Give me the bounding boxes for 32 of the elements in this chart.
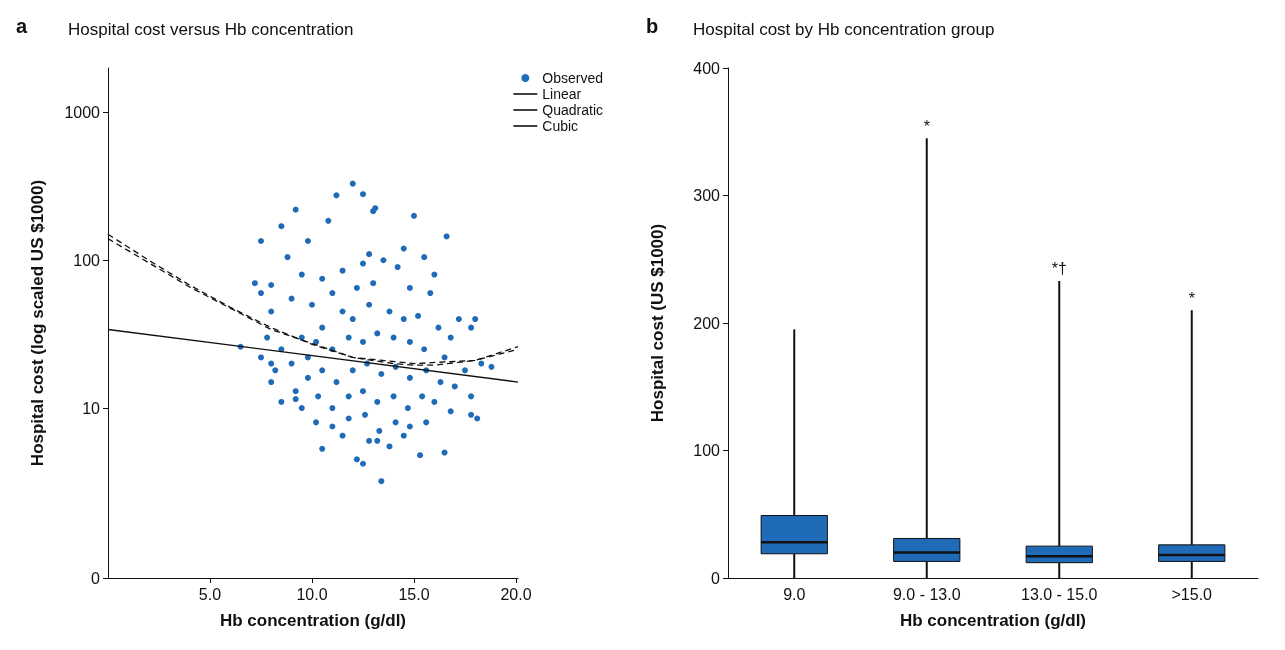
text: a: [16, 15, 28, 37]
x-tick-label: 10.0: [296, 585, 328, 603]
chart-title: Hospital cost versus Hb concentration: [68, 20, 354, 39]
x-tick-label: 9.0: [783, 585, 806, 603]
annotation: *: [923, 117, 930, 135]
y-tick-label: 0: [91, 569, 101, 587]
y-tick-label: 200: [693, 314, 721, 332]
y-axis-title: Hospital cost (US $1000): [648, 223, 667, 423]
y-tick-label: 1000: [64, 103, 101, 121]
annotation: *†: [1051, 260, 1067, 278]
legend-label: Cubic: [542, 118, 579, 134]
y-tick-label: 0: [711, 569, 721, 587]
annotation: *: [1188, 289, 1195, 307]
y-tick-label: 100: [73, 251, 101, 269]
chart-title: Hospital cost by Hb concentration group: [693, 20, 995, 39]
x-tick-label: >15.0: [1171, 585, 1213, 603]
legend-label: Quadratic: [542, 102, 604, 118]
y-tick-label: 300: [693, 187, 721, 204]
y-axis-title: Hospital cost (log scaled US $1000): [28, 179, 47, 467]
x-tick-label: 5.0: [198, 585, 222, 603]
x-tick-label: 13.0 - 15.0: [1021, 585, 1098, 603]
x-tick-label: 9.0 - 13.0: [892, 585, 961, 603]
y-tick-label: 400: [693, 59, 721, 77]
x-axis-title: Hb concentration (g/dl): [219, 611, 407, 630]
x-tick-label: 15.0: [398, 585, 430, 603]
text: b: [646, 15, 659, 37]
y-tick-label: 100: [693, 442, 721, 459]
x-axis-title: Hb concentration (g/dl): [899, 611, 1087, 630]
x-tick-label: 20.0: [500, 585, 532, 603]
y-tick-label: 10: [82, 399, 101, 417]
legend-label: Linear: [542, 86, 582, 102]
legend-label: Observed: [542, 70, 604, 86]
